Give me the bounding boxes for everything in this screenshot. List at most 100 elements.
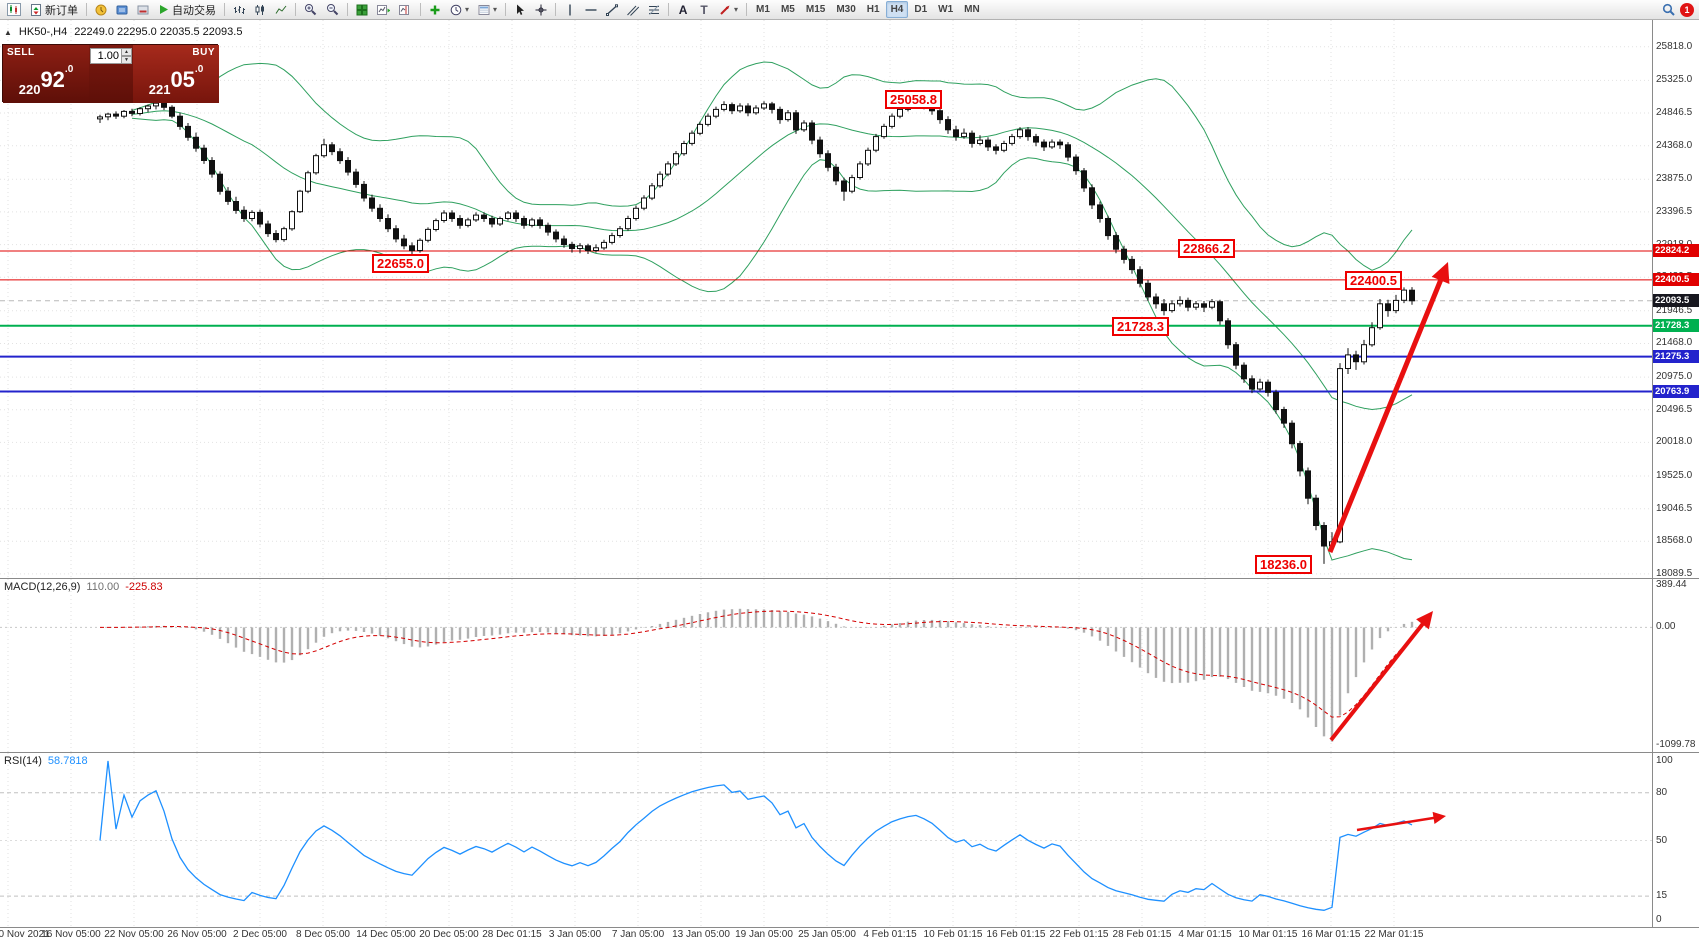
price-tag-22400.5: 22400.5 — [1653, 273, 1699, 287]
trend-arrow-head[interactable] — [1431, 262, 1450, 284]
price-callout-22866.2[interactable]: 22866.2 — [1178, 239, 1235, 259]
buy-button[interactable]: BUY 221 05.0 — [133, 45, 219, 103]
timeframe-button-M15[interactable]: M15 — [805, 4, 826, 15]
price-callout-18236.0[interactable]: 18236.0 — [1255, 554, 1312, 574]
terminal-button[interactable] — [133, 1, 153, 18]
templates-button[interactable]: ▾ — [474, 1, 501, 18]
price-tick: 25325.0 — [1656, 74, 1693, 86]
vertical-line-button[interactable] — [560, 1, 580, 18]
macd-panel[interactable]: MACD(12,26,9) 110.00 -225.83 389.44 0.00 -… — [0, 578, 1699, 753]
price-callout-22400.5[interactable]: 22400.5 — [1345, 270, 1402, 290]
cursor-button[interactable] — [510, 1, 530, 18]
macd-axis[interactable]: 389.44 0.00 -1099.78 — [1652, 579, 1699, 753]
line-chart-button[interactable] — [271, 1, 291, 18]
macd-chart[interactable] — [0, 579, 1652, 753]
price-callout-22655.0[interactable]: 22655.0 — [372, 253, 429, 273]
search-button[interactable] — [1658, 1, 1679, 18]
new-order-button[interactable]: 新订单 — [26, 1, 82, 18]
rsi-panel[interactable]: RSI(14) 58.7818 100 80 50 15 0 — [0, 752, 1699, 928]
rsi-axis-label: 50 — [1656, 834, 1668, 846]
arrows-tool-button[interactable]: ▾ — [715, 1, 742, 18]
market-watch-button[interactable] — [91, 1, 111, 18]
price-tick: 24368.0 — [1656, 139, 1693, 151]
indicators-button[interactable] — [425, 1, 445, 18]
zoom-out-icon — [326, 3, 339, 16]
rsi-arrow[interactable] — [1356, 815, 1441, 832]
time-label: 25 Jan 05:00 — [798, 929, 856, 940]
zoom-out-button[interactable] — [322, 1, 343, 18]
timeframe-button-M5[interactable]: M5 — [780, 4, 795, 15]
auto-scroll-button[interactable] — [373, 1, 394, 18]
rsi-label: RSI(14) 58.7818 — [4, 755, 88, 767]
crosshair-icon — [535, 4, 547, 16]
macd-signal-line — [100, 610, 1413, 718]
volume-cell: ▲▼ — [89, 45, 133, 103]
price-callout-21728.3[interactable]: 21728.3 — [1112, 316, 1169, 336]
cursor-icon — [514, 4, 526, 16]
time-label: 7 Jan 05:00 — [611, 929, 665, 940]
timeframe-button-W1[interactable]: W1 — [938, 4, 954, 15]
volume-down-button[interactable]: ▼ — [122, 56, 132, 64]
candlestick-chart-button[interactable] — [250, 1, 270, 18]
rsi-arrow-head[interactable] — [1432, 811, 1446, 824]
toolbar-separator — [295, 3, 296, 16]
time-label: 20 Dec 05:00 — [419, 929, 479, 940]
time-label: 22 Feb 01:15 — [1049, 929, 1109, 940]
time-label: 14 Dec 05:00 — [356, 929, 416, 940]
timeframe-button-MN[interactable]: MN — [964, 4, 980, 15]
navigator-button[interactable] — [112, 1, 132, 18]
bar-chart-button[interactable] — [229, 1, 249, 18]
horizontal-line-button[interactable] — [581, 1, 601, 18]
fibonacci-button[interactable] — [644, 1, 664, 18]
trend-arrow[interactable] — [1327, 269, 1448, 553]
time-label: 13 Jan 05:00 — [672, 929, 730, 940]
tile-windows-button[interactable] — [352, 1, 372, 18]
fibonacci-icon — [648, 4, 660, 16]
candles-layer[interactable] — [97, 98, 1415, 564]
time-label: 16 Nov 05:00 — [41, 929, 101, 940]
rsi-axis[interactable]: 100 80 50 15 0 — [1652, 753, 1699, 928]
crosshair-button[interactable] — [531, 1, 551, 18]
sell-price-big: 92 — [40, 66, 65, 92]
notification-badge[interactable]: 1 — [1680, 2, 1694, 17]
line-chart-icon — [275, 4, 287, 16]
time-label: 26 Nov 05:00 — [167, 929, 227, 940]
time-label: 16 Mar 01:15 — [1301, 929, 1361, 940]
search-icon — [1662, 3, 1675, 16]
toolbar-separator — [505, 3, 507, 16]
sell-button[interactable]: SELL 220 92.0 — [3, 45, 89, 103]
channel-button[interactable] — [623, 1, 643, 18]
auto-trading-label: 自动交易 — [172, 4, 216, 17]
timeframe-button-M30[interactable]: M30 — [836, 4, 856, 15]
macd-arrow-head[interactable] — [1416, 611, 1433, 630]
time-label: 16 Feb 01:15 — [986, 929, 1046, 940]
text-tool-button[interactable]: A — [673, 1, 693, 18]
periods-button[interactable]: ▾ — [446, 1, 473, 18]
label-tool-label: T — [700, 2, 708, 17]
rsi-chart[interactable] — [0, 753, 1652, 928]
macd-axis-label: 389.44 — [1656, 579, 1687, 590]
macd-arrow[interactable] — [1329, 615, 1430, 742]
auto-trading-button[interactable]: 自动交易 — [154, 1, 220, 18]
main-chart-area[interactable]: 25818.0 25325.0 24846.5 24368.0 23875.0 23396… — [0, 20, 1699, 579]
rsi-value: 58.7818 — [47, 755, 88, 767]
timeframe-button-H4[interactable]: H4 — [885, 1, 909, 18]
timeframe-button-D1[interactable]: D1 — [914, 4, 928, 15]
trade-panel-toggle-icon[interactable]: ▲ — [4, 27, 12, 37]
chart-shift-button[interactable] — [395, 1, 416, 18]
candlestick-chart[interactable] — [0, 20, 1652, 578]
current-price-tag: 22093.5 — [1653, 294, 1699, 308]
price-axis[interactable]: 25818.0 25325.0 24846.5 24368.0 23875.0 23396… — [1652, 20, 1699, 579]
templates-icon — [478, 4, 490, 16]
timeframe-button-M1[interactable]: M1 — [756, 4, 770, 15]
price-callout-25058.8[interactable]: 25058.8 — [885, 89, 942, 109]
timeframe-button-H1[interactable]: H1 — [866, 4, 880, 15]
toolbar-separator — [420, 3, 421, 16]
trendline-button[interactable] — [602, 1, 622, 18]
zoom-in-button[interactable] — [300, 1, 321, 18]
volume-up-button[interactable]: ▲ — [122, 48, 132, 56]
label-tool-button[interactable]: T — [694, 1, 714, 18]
chart-window-button[interactable] — [3, 1, 25, 18]
volume-input[interactable] — [90, 48, 122, 64]
